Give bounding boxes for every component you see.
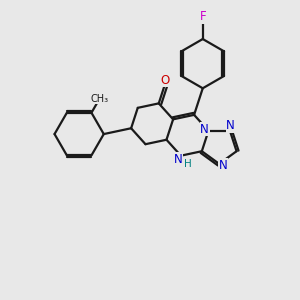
Text: N: N [219, 159, 228, 172]
Text: N: N [226, 119, 235, 132]
Text: CH₃: CH₃ [91, 94, 109, 104]
Text: N: N [200, 123, 209, 136]
Text: F: F [200, 10, 206, 23]
Text: O: O [160, 74, 169, 87]
Text: H: H [184, 159, 192, 169]
Text: N: N [174, 153, 183, 166]
